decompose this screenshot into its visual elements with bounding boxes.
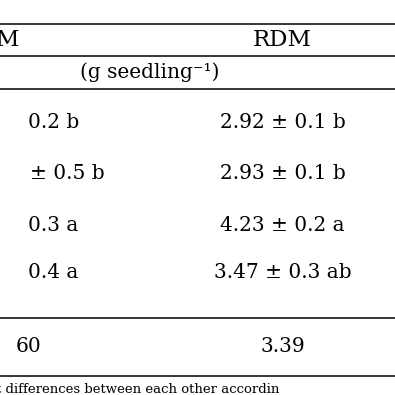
Text: 0.3 a: 0.3 a xyxy=(28,216,78,235)
Text: t differences between each other accordin: t differences between each other accordi… xyxy=(0,383,279,395)
Text: ± 0.5 b: ± 0.5 b xyxy=(30,164,104,183)
Text: 2.92 ± 0.1 b: 2.92 ± 0.1 b xyxy=(220,113,345,132)
Text: 60: 60 xyxy=(16,337,41,356)
Text: RDM: RDM xyxy=(253,29,312,51)
Text: (g seedling⁻¹): (g seedling⁻¹) xyxy=(80,62,220,82)
Text: 0.2 b: 0.2 b xyxy=(28,113,79,132)
Text: 0.4 a: 0.4 a xyxy=(28,263,78,282)
Text: M: M xyxy=(0,29,19,51)
Text: 3.47 ± 0.3 ab: 3.47 ± 0.3 ab xyxy=(214,263,351,282)
Text: 2.93 ± 0.1 b: 2.93 ± 0.1 b xyxy=(220,164,345,183)
Text: 3.39: 3.39 xyxy=(260,337,305,356)
Text: 4.23 ± 0.2 a: 4.23 ± 0.2 a xyxy=(220,216,345,235)
